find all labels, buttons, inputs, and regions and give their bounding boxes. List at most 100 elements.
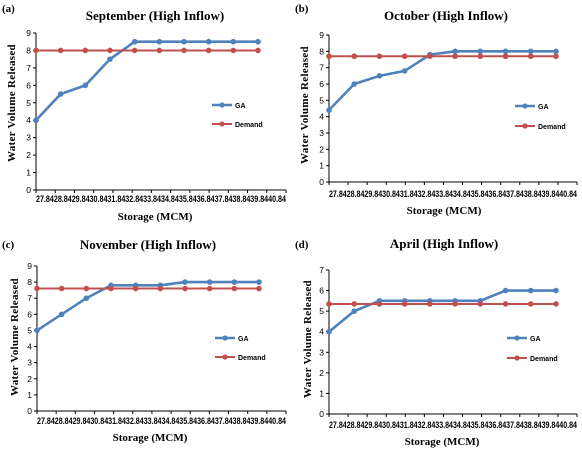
y-tick-label: 5 <box>27 325 32 335</box>
y-tick-label: 7 <box>319 63 324 73</box>
series-layer <box>326 287 559 335</box>
y-tick-label: 9 <box>27 261 32 271</box>
series-ga-point <box>206 279 213 285</box>
y-tick-label: 5 <box>319 306 324 316</box>
series-ga-point <box>326 107 332 113</box>
series-demand-point <box>376 53 383 60</box>
y-tick-label: 3 <box>26 133 31 143</box>
series-ga-point <box>231 279 238 285</box>
chart-panel-a: (a) September (High Inflow) Water Volume… <box>2 3 287 223</box>
y-axis-label: Water Volume Released <box>299 46 311 164</box>
series-demand-point <box>553 53 559 60</box>
legend-ga-label: GA <box>530 336 541 343</box>
panel-label: (d) <box>295 239 309 251</box>
y-tick-label: 0 <box>319 409 324 419</box>
panel-label: (b) <box>295 3 309 15</box>
series-demand-point <box>33 47 39 54</box>
series-demand-point <box>156 47 163 54</box>
series-demand-point <box>182 285 188 292</box>
y-tick-label: 6 <box>319 79 324 89</box>
panel-label: (a) <box>2 3 15 15</box>
legend-demand-marker <box>222 354 228 360</box>
legend-demand-marker <box>219 121 225 127</box>
y-tick-label: 4 <box>319 112 324 122</box>
legend-demand-label: Demand <box>538 124 566 131</box>
series-layer <box>34 279 262 334</box>
series-ga-point <box>58 311 65 318</box>
series-ga-point <box>255 38 261 45</box>
legend: GA Demand <box>212 102 263 129</box>
legend-ga-label: GA <box>235 103 246 110</box>
x-tick-labels: 27.8428.8429.8430.8431.8432.8433.8434.84… <box>37 416 286 426</box>
y-tick-label: 1 <box>26 168 31 178</box>
series-ga-point <box>351 81 358 87</box>
series-ga-point <box>376 73 383 79</box>
y-axis-label: Water Volume Released <box>302 280 314 398</box>
y-tick-label: 0 <box>26 185 31 195</box>
legend-demand-label: Demand <box>235 122 263 129</box>
x-tick-labels: 27.8428.8429.8430.8431.8432.8433.8434.84… <box>36 194 286 204</box>
y-tick-label: 1 <box>27 390 32 400</box>
series-layer <box>33 38 261 124</box>
y-tick-label: 0 <box>319 177 324 187</box>
y-tick-label: 2 <box>319 368 324 378</box>
chart-panel-b: (b) October (High Inflow) Water Volume R… <box>295 3 578 217</box>
series-demand-point <box>231 285 238 292</box>
legend-ga-marker <box>219 102 225 108</box>
series-ga-point <box>182 279 188 285</box>
series-demand-point <box>351 301 358 307</box>
series-ga-point <box>33 117 39 124</box>
x-axis-label: Storage (MCM) <box>405 436 480 448</box>
chart-panel-d: (d) April (High Inflow) Water Volume Rel… <box>295 236 578 448</box>
series-demand-point <box>527 301 534 307</box>
series-ga-point <box>401 68 408 74</box>
series-demand-point <box>326 53 332 60</box>
chart-title: April (High Inflow) <box>390 236 498 251</box>
y-tick-label: 3 <box>319 128 324 138</box>
y-tick-label: 8 <box>319 46 324 56</box>
legend-demand-label: Demand <box>530 356 558 363</box>
x-axis-label: Storage (MCM) <box>113 432 188 444</box>
legend-ga-label: GA <box>538 104 549 111</box>
series-demand-point <box>527 53 534 60</box>
y-tick-label: 7 <box>27 293 32 303</box>
series-demand-point <box>83 285 90 292</box>
y-tick-label: 6 <box>319 286 324 296</box>
series-demand-point <box>256 285 262 292</box>
y-tick-label: 5 <box>26 98 31 108</box>
series-ga-line <box>328 289 556 333</box>
y-tick-label: 2 <box>26 150 31 160</box>
x-tick-labels: 27.8428.8429.8430.8431.8432.8433.8434.84… <box>329 189 577 199</box>
series-demand-point <box>230 47 237 54</box>
series-demand-point <box>427 301 433 307</box>
series-demand-point <box>206 285 213 292</box>
y-tick-label: 6 <box>26 80 31 90</box>
series-ga-point <box>57 91 64 97</box>
series-ga-point <box>527 287 534 294</box>
y-tick-label: 7 <box>26 63 31 73</box>
series-ga-point <box>205 38 212 45</box>
series-demand-point <box>181 47 187 54</box>
series-ga-point <box>181 38 187 45</box>
legend: GA Demand <box>215 335 266 362</box>
series-ga-line <box>35 40 258 122</box>
series-ga-point <box>553 287 559 294</box>
x-axis-label: Storage (MCM) <box>118 211 193 223</box>
y-tick-label: 1 <box>319 161 324 171</box>
y-tick-label: 1 <box>319 388 324 398</box>
chart-title: September (High Inflow) <box>86 8 224 23</box>
chart-title: October (High Inflow) <box>384 8 508 23</box>
chart-panel-c: (c) November (High Inflow) Water Volume … <box>2 237 287 444</box>
legend-demand-marker <box>522 123 528 129</box>
series-ga-point <box>256 279 262 285</box>
y-tick-label: 3 <box>27 358 32 368</box>
chart-title: November (High Inflow) <box>80 237 216 252</box>
series-ga-point <box>131 38 138 45</box>
series-demand-point <box>502 53 509 60</box>
series-ga-point <box>502 48 509 55</box>
y-tick-label: 9 <box>319 30 324 40</box>
series-demand-point <box>34 285 40 292</box>
legend: GA Demand <box>515 103 566 131</box>
series-demand-point <box>477 53 484 60</box>
series-demand-point <box>376 301 383 307</box>
